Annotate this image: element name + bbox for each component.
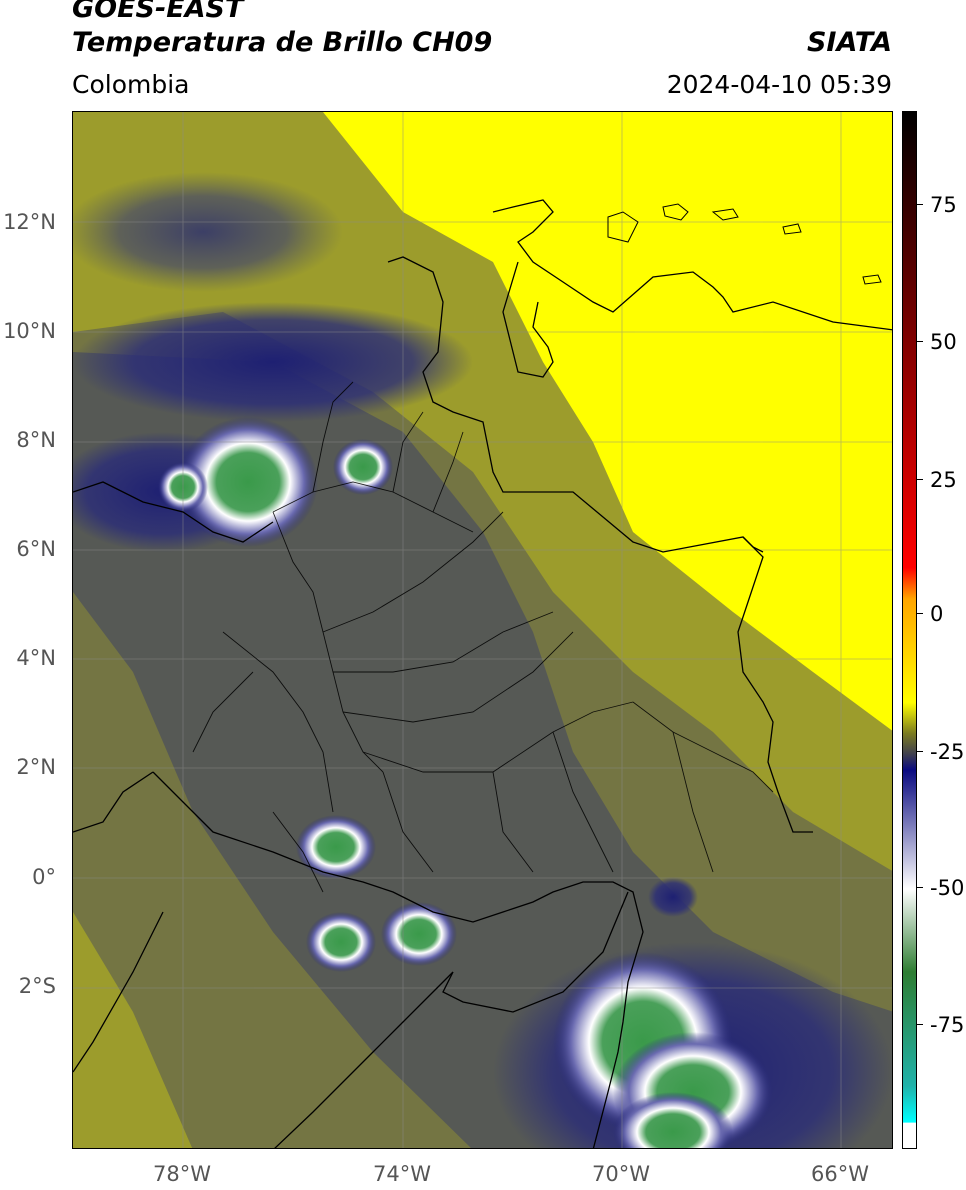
colorbar-tick bbox=[917, 204, 923, 206]
lat-label: 2°N bbox=[16, 755, 56, 779]
colorbar-tick bbox=[917, 751, 923, 753]
colorbar-label: 0 bbox=[930, 602, 944, 626]
lon-label: 70°W bbox=[592, 1162, 650, 1186]
lon-label: 78°W bbox=[153, 1162, 211, 1186]
datetime-label: 2024-04-10 05:39 bbox=[666, 70, 892, 99]
lat-label: 8°N bbox=[16, 428, 56, 452]
department-borders bbox=[192, 381, 774, 893]
cloud-cluster-north bbox=[73, 302, 473, 422]
colorbar-label: 25 bbox=[930, 468, 957, 492]
colorbar-tick bbox=[917, 341, 923, 343]
cloud-cluster-nw bbox=[73, 172, 343, 292]
colorbar-tick bbox=[917, 479, 923, 481]
colorbar-tick bbox=[917, 1024, 923, 1026]
product-title-line2: Temperatura de Brillo CH09 bbox=[72, 27, 493, 58]
map-canvas bbox=[73, 112, 892, 1148]
cold-core-2 bbox=[333, 439, 393, 495]
colorbar-tick bbox=[917, 887, 923, 889]
colorbar-label: 50 bbox=[930, 330, 957, 354]
lat-label: 2°S bbox=[18, 974, 56, 998]
cold-core-6 bbox=[381, 902, 457, 966]
cloud-cluster-east bbox=[648, 877, 698, 917]
colorbar-label: 75 bbox=[930, 193, 957, 217]
lat-label: 10°N bbox=[3, 319, 56, 343]
cold-core-1 bbox=[178, 417, 318, 547]
colorbar-label: -25 bbox=[930, 740, 965, 764]
lat-label: 4°N bbox=[16, 646, 56, 670]
colorbar-label: -75 bbox=[930, 1013, 965, 1037]
lon-label: 74°W bbox=[373, 1162, 431, 1186]
lat-label: 12°N bbox=[3, 210, 56, 234]
colorbar-tick bbox=[917, 613, 923, 615]
cold-core-4 bbox=[296, 815, 376, 879]
region-label: Colombia bbox=[72, 70, 190, 99]
satellite-map[interactable] bbox=[72, 111, 893, 1149]
temperature-colorbar bbox=[902, 111, 917, 1149]
lat-label: 6°N bbox=[16, 537, 56, 561]
brand-label: SIATA bbox=[806, 27, 892, 58]
colorbar-label: -50 bbox=[930, 876, 965, 900]
lat-label: 0° bbox=[32, 865, 56, 889]
caribbean-coast bbox=[607, 203, 882, 285]
graticule bbox=[73, 112, 892, 1148]
country-borders bbox=[73, 199, 892, 1148]
cold-core-se3 bbox=[613, 1092, 733, 1148]
product-title-line1: GOES-EAST bbox=[72, 0, 244, 24]
lon-label: 66°W bbox=[811, 1162, 869, 1186]
cold-core-5 bbox=[306, 912, 376, 972]
